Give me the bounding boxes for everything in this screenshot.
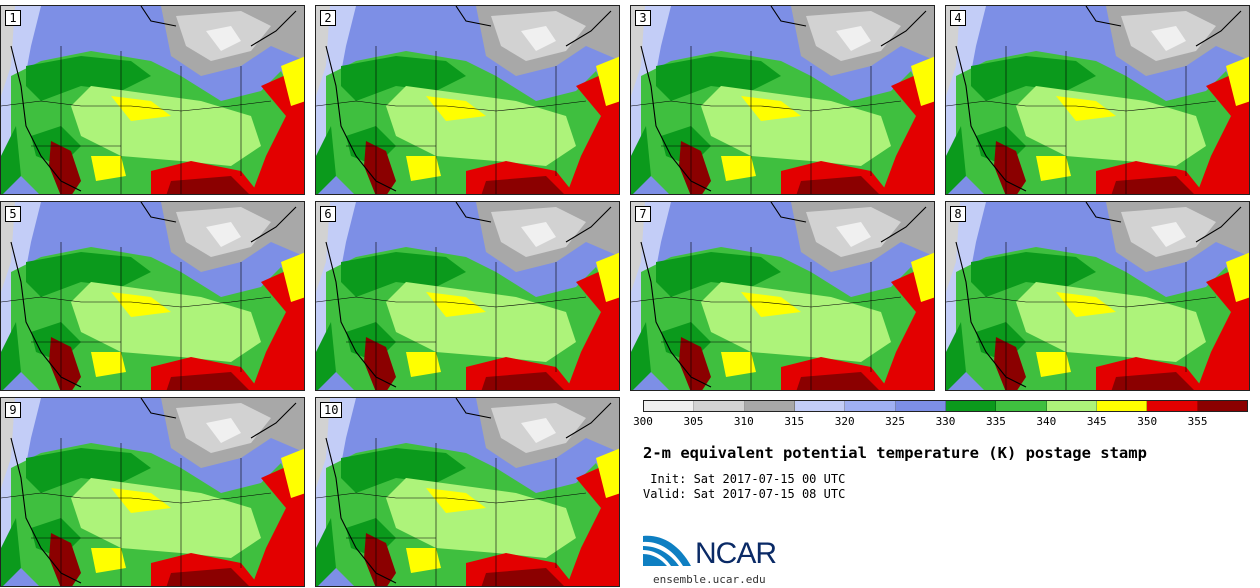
colorbar-tick-label: 330	[935, 415, 956, 428]
colorbar-tick-label: 310	[733, 415, 754, 428]
colorbar-tick-label: 340	[1036, 415, 1057, 428]
member-panel: 10	[315, 397, 620, 587]
colorbar	[643, 400, 1248, 412]
member-number-label: 10	[320, 402, 343, 418]
colorbar-swatch	[744, 401, 795, 411]
theta-e-map	[946, 202, 1249, 390]
colorbar-tick-label: 355	[1187, 415, 1208, 428]
theta-e-map	[1, 202, 304, 390]
theta-e-map	[631, 6, 934, 194]
colorbar-swatch	[895, 401, 946, 411]
valid-time: Valid: Sat 2017-07-15 08 UTC	[643, 487, 846, 501]
colorbar-tick-label: 335	[985, 415, 1006, 428]
ncar-logo-text: NCAR	[695, 537, 777, 570]
site-url: ensemble.ucar.edu	[653, 573, 766, 586]
colorbar-tick-label: 345	[1086, 415, 1107, 428]
figure-title: 2-m equivalent potential temperature (K)…	[643, 444, 1147, 462]
member-number-label: 8	[950, 206, 966, 222]
member-panel: 1	[0, 5, 305, 195]
colorbar-tick-label: 315	[784, 415, 805, 428]
colorbar-swatch	[1096, 401, 1148, 411]
colorbar-swatch	[845, 401, 896, 411]
colorbar-tick-label: 320	[834, 415, 855, 428]
member-number-label: 2	[320, 10, 336, 26]
colorbar-tick-label: 350	[1137, 415, 1158, 428]
colorbar-tick-label: 300	[633, 415, 653, 428]
member-number-label: 3	[635, 10, 651, 26]
colorbar-tick-label: 305	[683, 415, 704, 428]
member-panel: 7	[630, 201, 935, 391]
member-number-label: 7	[635, 206, 651, 222]
member-panel: 3	[630, 5, 935, 195]
colorbar-swatch	[794, 401, 846, 411]
theta-e-map	[316, 398, 619, 586]
member-number-label: 9	[5, 402, 21, 418]
colorbar-swatch	[996, 401, 1047, 411]
theta-e-map	[316, 202, 619, 390]
colorbar-swatch	[1046, 401, 1097, 411]
member-panel: 8	[945, 201, 1250, 391]
theta-e-map	[631, 202, 934, 390]
member-number-label: 6	[320, 206, 336, 222]
member-number-label: 1	[5, 10, 21, 26]
ncar-swoosh-icon	[643, 535, 691, 566]
theta-e-map	[1, 398, 304, 586]
colorbar-swatch	[1197, 401, 1247, 411]
member-number-label: 4	[950, 10, 966, 26]
colorbar-swatch	[1147, 401, 1198, 411]
member-panel: 4	[945, 5, 1250, 195]
member-panel: 5	[0, 201, 305, 391]
init-time: Init: Sat 2017-07-15 00 UTC	[643, 472, 846, 486]
theta-e-map	[1, 6, 304, 194]
member-panel: 2	[315, 5, 620, 195]
theta-e-map	[946, 6, 1249, 194]
member-panel: 9	[0, 397, 305, 587]
member-number-label: 5	[5, 206, 21, 222]
colorbar-swatch	[694, 401, 745, 411]
colorbar-tick-label: 325	[885, 415, 906, 428]
colorbar-tick-labels: 300 305 310 315 320 325 330 335 340 345 350 355	[633, 415, 1248, 429]
theta-e-map	[316, 6, 619, 194]
colorbar-swatch	[644, 401, 695, 411]
member-panel: 6	[315, 201, 620, 391]
colorbar-swatch	[945, 401, 997, 411]
